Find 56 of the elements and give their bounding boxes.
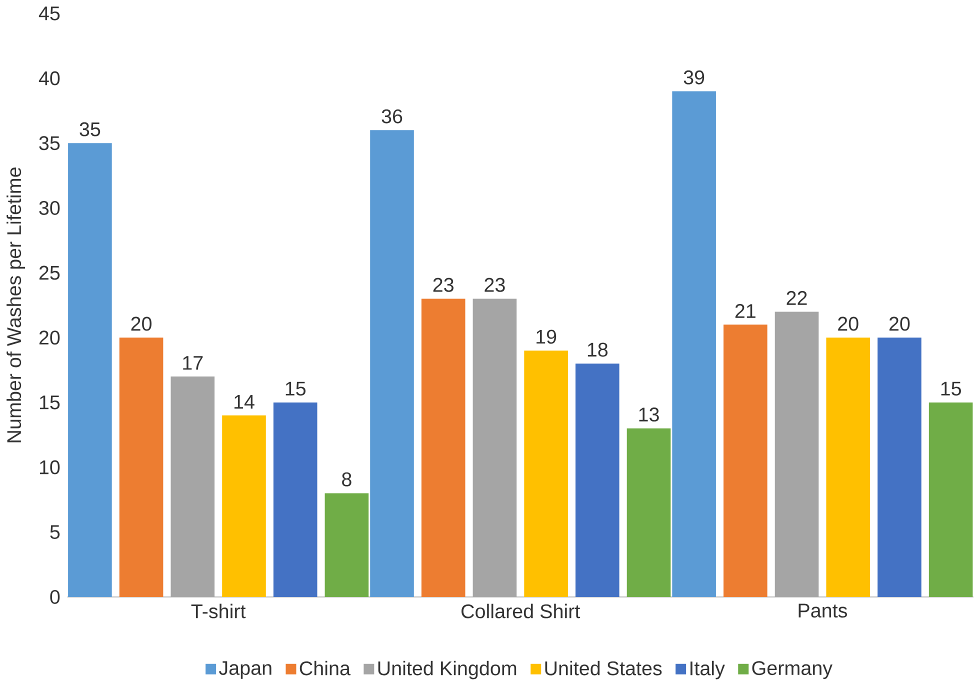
data-label: 18 (588, 342, 608, 357)
bar (324, 493, 369, 597)
data-label: 19 (536, 330, 556, 344)
data-label: 20 (889, 316, 910, 331)
bar (576, 363, 620, 597)
x-tick-label: Pants (798, 604, 847, 618)
bar (524, 350, 568, 597)
data-label: 35 (80, 122, 100, 136)
y-tick-label: 45 (38, 6, 60, 20)
bar (119, 337, 164, 597)
legend-label: China (300, 660, 350, 676)
y-tick-label: 20 (39, 330, 60, 344)
bar (672, 91, 716, 597)
data-label: 15 (941, 382, 961, 396)
data-label: 22 (786, 290, 807, 305)
data-label: 14 (234, 394, 254, 408)
y-tick-label: 25 (39, 266, 60, 280)
bar (928, 402, 973, 597)
legend-label: United States (545, 660, 662, 676)
bar (472, 298, 517, 597)
bar (878, 337, 922, 597)
y-tick-label: 5 (50, 525, 60, 539)
bar (724, 324, 768, 597)
legend-label: Japan (219, 661, 272, 679)
data-label: 20 (838, 316, 858, 331)
data-label: 36 (382, 109, 402, 124)
bar (68, 142, 112, 597)
data-label: 20 (131, 316, 152, 331)
data-label: 15 (286, 382, 306, 396)
legend-label: Germany (752, 660, 832, 679)
legend-label: United Kingdom (378, 660, 516, 680)
bar (222, 415, 266, 597)
y-tick-label: 35 (39, 136, 60, 150)
bar (826, 337, 870, 597)
data-label: 17 (183, 356, 203, 370)
y-tick-label: 0 (50, 590, 60, 604)
bar (626, 428, 671, 597)
data-label: 21 (735, 304, 756, 318)
data-label: 23 (484, 278, 505, 292)
data-label: 39 (684, 70, 704, 84)
bar (370, 130, 414, 597)
legend-label: Italy (690, 660, 725, 680)
data-label: 23 (433, 278, 454, 292)
bar (421, 298, 466, 597)
bar (170, 376, 215, 597)
y-tick-label: 15 (40, 395, 60, 410)
x-tick-label: Collared Shirt (462, 604, 580, 618)
x-tick-label: T-shirt (191, 604, 246, 618)
bar (774, 312, 819, 597)
data-label: 13 (639, 407, 659, 422)
y-tick-label: 30 (39, 200, 60, 215)
bar (273, 402, 318, 597)
y-tick-label: 10 (40, 460, 60, 474)
y-axis-title: Number of Washes per Lifetime (6, 167, 26, 442)
data-label: 8 (342, 472, 352, 486)
y-tick-label: 40 (38, 71, 60, 86)
